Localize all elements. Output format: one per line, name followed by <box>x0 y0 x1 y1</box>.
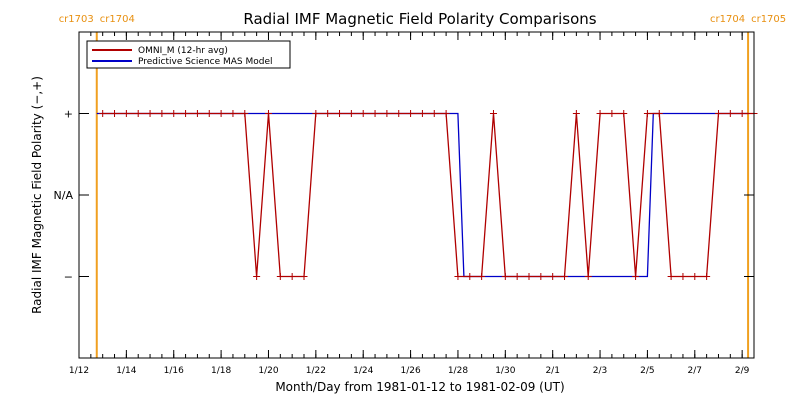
legend-label-1: Predictive Science MAS Model <box>138 57 273 67</box>
y-axis-ticks: + N/A − <box>54 108 754 284</box>
data-point <box>703 273 711 280</box>
data-point <box>714 110 722 117</box>
data-point <box>99 110 107 117</box>
data-point <box>336 110 344 117</box>
x-axis-ticks: 1/12 1/14 1/16 1/18 1/20 1/22 1/24 1/26 1/28 1/30… <box>69 32 755 376</box>
data-point <box>229 110 237 117</box>
x-tick-label: 1/18 <box>211 366 231 376</box>
data-point <box>608 110 616 117</box>
data-point <box>596 110 604 117</box>
data-point <box>170 110 178 117</box>
data-point <box>383 110 391 117</box>
x-tick-label: 1/30 <box>495 366 515 376</box>
legend: OMNI_M (12-hr avg)Predictive Science MAS… <box>86 40 291 69</box>
x-tick-label: 1/20 <box>258 366 278 376</box>
data-point <box>489 110 497 117</box>
data-point <box>300 273 308 280</box>
data-point <box>478 273 486 280</box>
data-point <box>371 110 379 117</box>
data-point <box>122 110 130 117</box>
x-tick-label: 1/12 <box>69 366 89 376</box>
y-tick-label: N/A <box>54 189 74 202</box>
x-tick-label: 2/3 <box>593 366 607 376</box>
data-point <box>312 110 320 117</box>
y-axis-label: Radial IMF Magnetic Field Polarity (−,+) <box>30 76 44 314</box>
data-point <box>359 110 367 117</box>
legend-label-0: OMNI_M (12-hr avg) <box>138 46 228 56</box>
data-point <box>395 110 403 117</box>
data-point <box>182 110 190 117</box>
data-point <box>466 273 474 280</box>
data-point <box>513 273 521 280</box>
data-point <box>572 110 580 117</box>
data-point <box>418 110 426 117</box>
x-tick-label: 2/5 <box>640 366 654 376</box>
data-point <box>253 273 261 280</box>
data-point <box>442 110 450 117</box>
carrington-label-left: cr1703 <box>59 14 94 25</box>
chart-title: Radial IMF Magnetic Field Polarity Compa… <box>243 10 596 28</box>
x-tick-label: 2/9 <box>735 366 750 376</box>
carrington-label-left: cr1704 <box>710 14 745 25</box>
y-tick-label: − <box>64 271 73 284</box>
x-tick-label: 2/1 <box>545 366 559 376</box>
data-point <box>241 110 249 117</box>
data-point <box>667 273 675 280</box>
carrington-label-right: cr1704 <box>100 14 135 25</box>
series-line-1 <box>96 112 749 278</box>
data-point <box>193 110 201 117</box>
data-point <box>205 110 213 117</box>
x-axis-label: Month/Day from 1981-01-12 to 1981-02-09 … <box>275 380 564 394</box>
plot-frame <box>78 31 755 359</box>
data-point <box>726 110 734 117</box>
data-point <box>537 273 545 280</box>
data-point <box>549 273 557 280</box>
data-point <box>561 273 569 280</box>
data-point <box>620 110 628 117</box>
data-point <box>347 110 355 117</box>
data-point <box>643 110 651 117</box>
data-point <box>407 110 415 117</box>
x-tick-label: 1/24 <box>353 366 373 376</box>
x-tick-label: 1/26 <box>400 366 420 376</box>
data-point <box>501 273 509 280</box>
x-tick-label: 1/28 <box>448 366 468 376</box>
data-point <box>134 110 142 117</box>
data-point <box>264 110 272 117</box>
data-point <box>276 273 284 280</box>
data-point <box>525 273 533 280</box>
x-tick-label: 1/16 <box>164 366 184 376</box>
series-layer <box>96 110 758 280</box>
data-point <box>288 273 296 280</box>
x-tick-label: 1/22 <box>306 366 326 376</box>
series-line-0 <box>102 112 754 278</box>
data-point <box>655 110 663 117</box>
carrington-label-right: cr1705 <box>751 14 786 25</box>
data-point <box>158 110 166 117</box>
data-point <box>111 110 119 117</box>
data-point <box>217 110 225 117</box>
x-tick-label: 1/14 <box>116 366 136 376</box>
data-point <box>691 273 699 280</box>
data-point <box>324 110 332 117</box>
data-point <box>632 273 640 280</box>
y-tick-label: + <box>64 108 73 121</box>
x-tick-label: 2/7 <box>688 366 702 376</box>
data-point <box>454 273 462 280</box>
data-point <box>679 273 687 280</box>
data-point <box>430 110 438 117</box>
data-point <box>738 110 746 117</box>
legend-box <box>86 40 291 69</box>
data-point <box>146 110 154 117</box>
data-point <box>584 273 592 280</box>
